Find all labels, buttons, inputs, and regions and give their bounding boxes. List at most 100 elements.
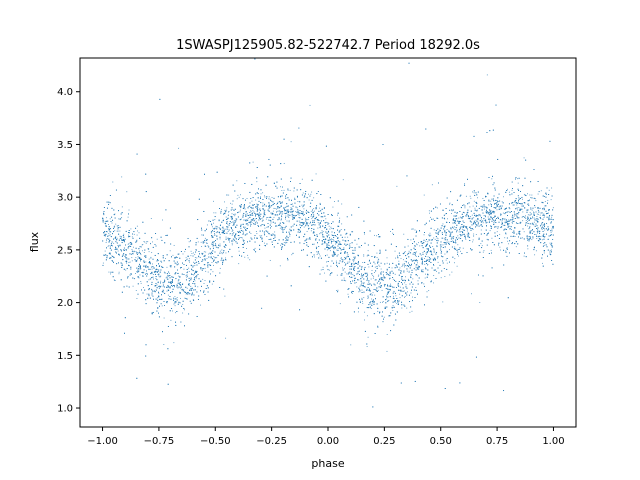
data-point xyxy=(104,223,106,225)
data-point xyxy=(446,229,448,230)
data-point xyxy=(319,255,321,257)
data-point xyxy=(255,214,257,216)
data-point xyxy=(193,265,195,267)
data-point xyxy=(407,254,408,256)
data-point xyxy=(224,232,226,234)
data-point xyxy=(372,300,374,302)
data-point xyxy=(536,234,538,236)
data-point xyxy=(121,263,123,265)
data-point xyxy=(104,234,106,235)
data-point xyxy=(177,287,179,289)
data-point xyxy=(378,264,380,266)
data-point xyxy=(255,206,257,207)
data-point xyxy=(222,252,224,254)
data-point xyxy=(157,282,159,284)
data-point xyxy=(543,213,545,215)
data-point xyxy=(444,253,446,255)
data-point xyxy=(244,208,246,210)
data-point xyxy=(422,251,424,253)
data-point xyxy=(302,206,304,208)
data-point xyxy=(489,230,491,232)
data-point xyxy=(337,214,338,216)
data-point xyxy=(457,248,459,250)
data-point xyxy=(534,206,536,208)
data-point xyxy=(253,205,254,206)
data-point xyxy=(315,238,317,240)
data-point xyxy=(349,243,351,245)
data-point xyxy=(194,280,196,282)
data-point xyxy=(315,246,317,248)
data-point xyxy=(481,245,483,247)
data-point xyxy=(190,286,192,287)
data-point xyxy=(404,296,406,298)
data-point xyxy=(304,214,305,215)
data-point xyxy=(527,203,528,205)
data-point xyxy=(519,232,521,234)
data-point xyxy=(233,220,235,222)
data-point xyxy=(163,317,165,319)
data-point xyxy=(136,225,138,227)
data-point xyxy=(486,221,488,223)
data-point xyxy=(352,265,354,267)
data-point xyxy=(183,268,185,270)
data-point xyxy=(500,214,502,216)
data-point xyxy=(390,231,391,232)
data-point xyxy=(428,290,430,292)
data-point xyxy=(470,216,472,218)
data-point xyxy=(262,216,264,218)
data-point xyxy=(151,271,153,273)
data-point xyxy=(143,260,145,262)
data-point xyxy=(500,249,502,251)
data-point xyxy=(400,271,401,273)
data-point xyxy=(104,250,106,252)
data-point xyxy=(404,266,405,268)
data-point xyxy=(295,211,297,213)
data-point xyxy=(245,220,247,222)
data-point xyxy=(233,222,235,224)
data-point xyxy=(317,227,319,229)
data-point xyxy=(136,239,138,241)
data-point xyxy=(471,217,473,219)
data-point xyxy=(472,205,474,207)
data-point xyxy=(192,252,194,254)
data-point xyxy=(330,226,332,228)
data-point xyxy=(105,217,107,219)
data-point xyxy=(474,221,476,223)
data-point xyxy=(294,197,296,199)
data-point xyxy=(266,236,268,237)
data-point xyxy=(176,297,178,299)
data-point xyxy=(318,224,320,226)
data-point xyxy=(316,254,318,255)
data-point xyxy=(525,223,527,225)
data-point xyxy=(529,226,531,227)
data-point xyxy=(291,207,293,209)
data-point xyxy=(499,208,501,210)
data-point xyxy=(386,333,388,335)
data-point xyxy=(417,275,418,277)
data-point xyxy=(552,207,554,209)
data-point xyxy=(221,249,223,251)
data-point xyxy=(252,161,254,163)
data-point xyxy=(467,235,468,237)
data-point xyxy=(368,254,370,256)
data-point xyxy=(482,251,484,253)
data-point xyxy=(212,245,214,247)
data-point xyxy=(399,289,401,291)
data-point xyxy=(173,244,175,246)
data-point xyxy=(361,300,363,302)
data-point xyxy=(363,283,364,285)
data-point xyxy=(188,258,190,260)
data-point xyxy=(380,268,382,270)
data-point xyxy=(214,233,215,234)
data-point xyxy=(315,173,317,175)
data-point xyxy=(414,254,416,256)
data-point xyxy=(102,220,104,222)
data-point xyxy=(337,245,339,247)
data-point xyxy=(488,220,490,222)
data-point xyxy=(262,192,264,194)
data-point xyxy=(413,268,415,270)
data-point xyxy=(128,262,130,263)
data-point xyxy=(161,265,162,267)
data-point xyxy=(400,257,402,259)
data-point xyxy=(543,209,545,211)
